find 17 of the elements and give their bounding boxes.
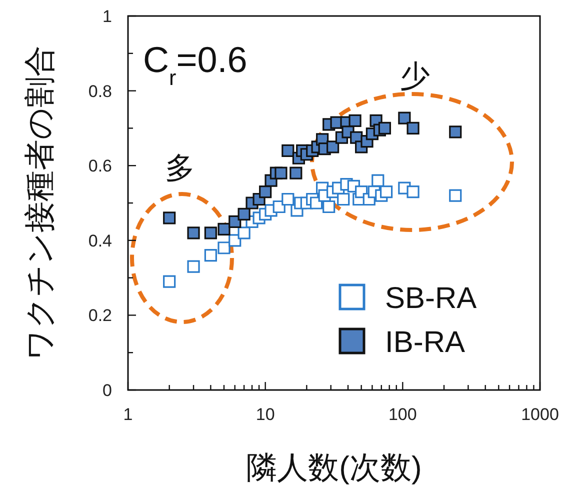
y-tick-label: 0.4 (88, 231, 112, 250)
y-axis-title: ワクチン接種者の割合 (22, 46, 57, 360)
annotation: 多 (165, 152, 195, 185)
x-tick-label: 1000 (521, 405, 559, 424)
y-tick-label: 0 (102, 381, 112, 400)
y-tick-label: 0.2 (88, 306, 112, 326)
x-tick-label: 10 (256, 405, 275, 424)
y-tick-label: 0.6 (88, 156, 112, 176)
y-tick-label: 0.8 (88, 82, 112, 101)
x-axis-title: 隣人数(次数) (246, 450, 422, 485)
y-tick-label: 1 (102, 7, 112, 26)
annotation: 少 (400, 60, 430, 93)
legend-label: IB-RA (385, 326, 466, 359)
x-tick-label: 100 (388, 405, 417, 424)
annotation: C$_{r}$=0.6 (143, 39, 248, 90)
x-tick-label: 1 (123, 405, 133, 424)
legend-label: SB-RA (385, 282, 477, 315)
